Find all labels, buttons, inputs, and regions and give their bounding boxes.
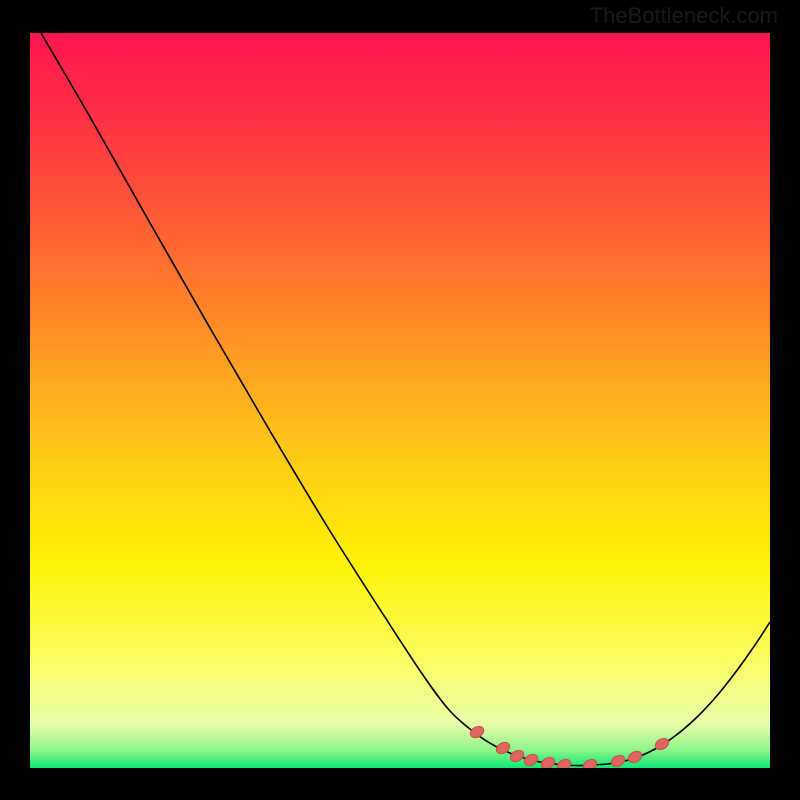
marker-group xyxy=(468,724,670,768)
curve-marker xyxy=(555,757,572,768)
curve-marker xyxy=(609,753,626,768)
curve-marker xyxy=(581,757,598,768)
attribution-text: TheBottleneck.com xyxy=(590,3,778,29)
curve-marker xyxy=(468,724,485,740)
curve-layer xyxy=(30,33,770,768)
curve-marker xyxy=(522,752,539,768)
bottleneck-chart xyxy=(30,33,770,768)
bottleneck-curve xyxy=(41,33,770,766)
curve-marker xyxy=(626,749,643,765)
curve-marker xyxy=(508,748,525,764)
curve-marker xyxy=(539,755,556,768)
curve-marker xyxy=(653,736,670,752)
